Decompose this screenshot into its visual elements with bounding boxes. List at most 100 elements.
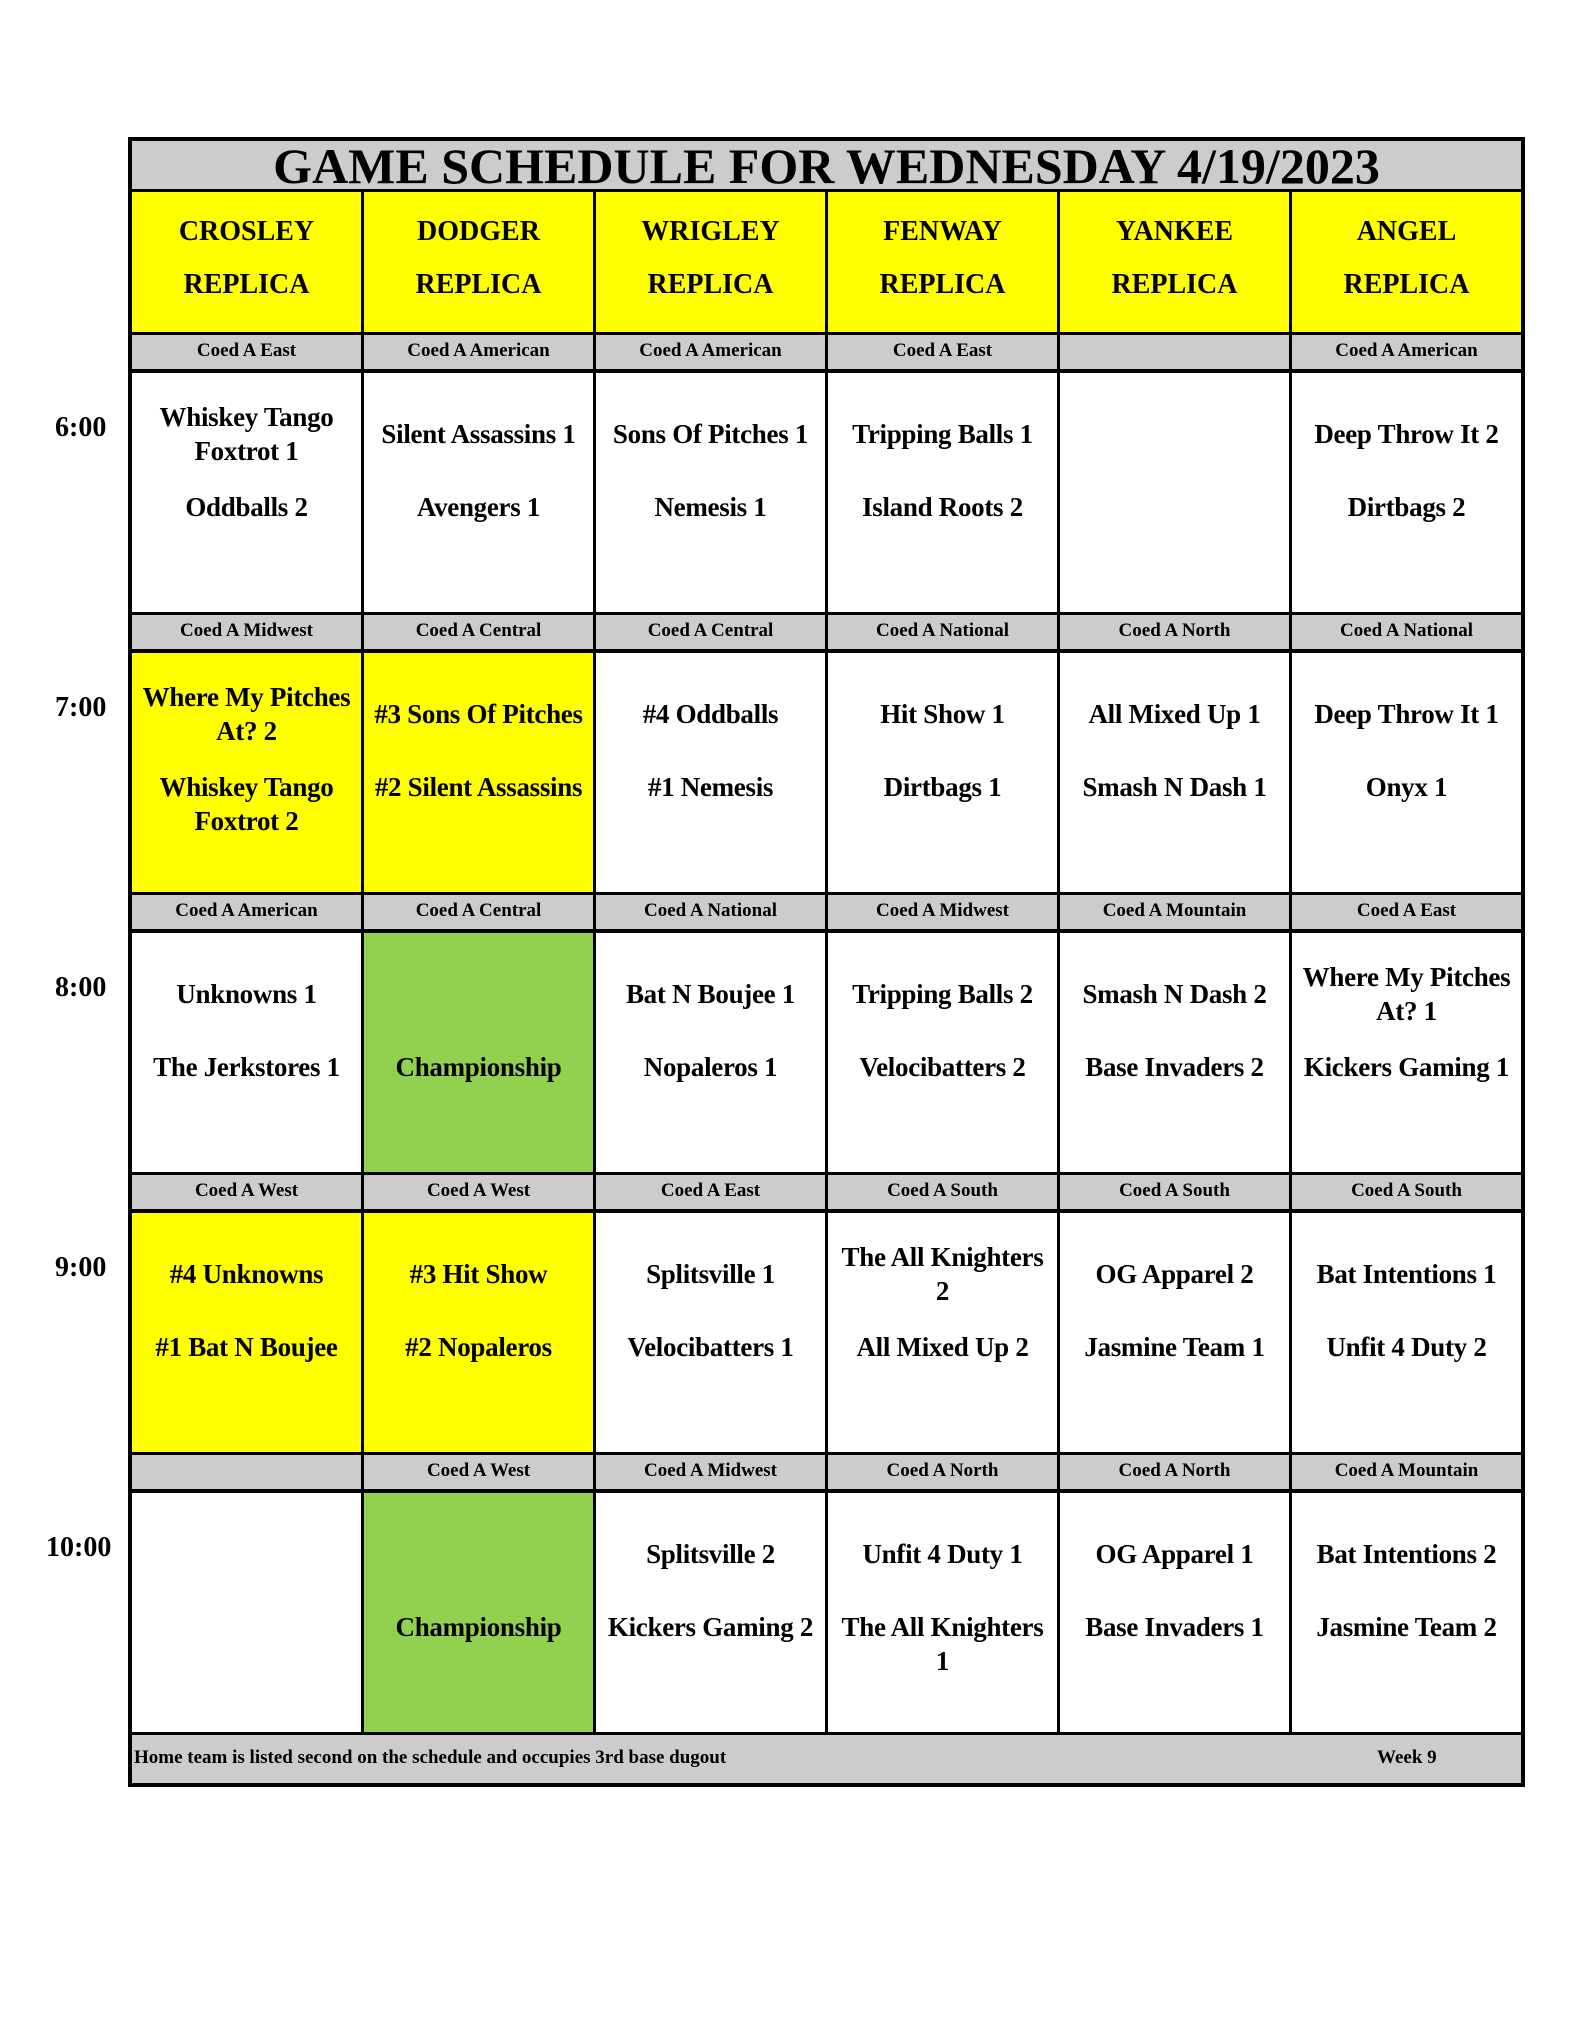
field-header-yankee: YANKEE REPLICA: [1060, 192, 1292, 332]
game-cell: Whiskey Tango Foxtrot 1 Oddballs 2: [132, 373, 364, 612]
division-label: Coed A North: [1060, 1455, 1292, 1489]
away-team: #3 Sons Of Pitches: [374, 699, 583, 729]
game-cell: All Mixed Up 1 Smash N Dash 1: [1060, 653, 1292, 892]
away-team: Deep Throw It 2: [1314, 419, 1499, 449]
division-label: Coed A South: [1292, 1175, 1521, 1209]
away-team: Splitsville 1: [646, 1259, 775, 1289]
away-team: Tripping Balls 1: [852, 419, 1033, 449]
home-team: Oddballs 2: [185, 492, 308, 522]
game-cell: [132, 1493, 364, 1732]
game-cell: Silent Assassins 1 Avengers 1: [364, 373, 596, 612]
division-row: Coed A Midwest Coed A Central Coed A Centr…: [132, 612, 1521, 653]
field-sub: REPLICA: [1343, 269, 1470, 300]
home-team: Dirtbags 2: [1347, 492, 1466, 522]
division-row: Coed A East Coed A American Coed A America…: [132, 332, 1521, 373]
division-label: Coed A Central: [596, 615, 828, 649]
away-team: Bat N Boujee 1: [625, 979, 796, 1009]
field-header-dodger: DODGER REPLICA: [364, 192, 596, 332]
home-team: Base Invaders 2: [1085, 1052, 1264, 1082]
division-label: Coed A West: [132, 1175, 364, 1209]
away-team: Bat Intentions 2: [1316, 1539, 1497, 1569]
field-name: YANKEE: [1115, 216, 1234, 247]
home-team: #1 Nemesis: [647, 772, 774, 802]
division-label: Coed A West: [364, 1455, 596, 1489]
field-sub: REPLICA: [1111, 269, 1238, 300]
home-team: Base Invaders 1: [1085, 1612, 1264, 1642]
home-team: Velocibatters 1: [627, 1332, 794, 1362]
game-cell: Bat Intentions 2 Jasmine Team 2: [1292, 1493, 1521, 1732]
field-sub: REPLICA: [183, 269, 310, 300]
game-cell: Bat N Boujee 1 Nopaleros 1: [596, 933, 828, 1172]
home-team: #2 Silent Assassins: [374, 772, 583, 802]
home-team: Onyx 1: [1365, 772, 1448, 802]
away-team: The All Knighters 2: [841, 1242, 1044, 1306]
away-team: Sons Of Pitches 1: [612, 419, 809, 449]
away-team: Where My Pitches At? 1: [1302, 962, 1511, 1026]
division-label: Coed A National: [828, 615, 1060, 649]
field-header-row: CROSLEY REPLICA DODGER REPLICA WRIGLEY REPLIC…: [132, 192, 1521, 332]
schedule-table: GAME SCHEDULE FOR WEDNESDAY 4/19/2023 CR…: [128, 137, 1525, 1787]
division-label: [1060, 335, 1292, 369]
game-row: #4 Unknowns #1 Bat N Boujee #3 Hit Show #2 …: [132, 1213, 1521, 1452]
game-cell: Where My Pitches At? 1 Kickers Gaming 1: [1292, 933, 1521, 1172]
home-team: #2 Nopaleros: [405, 1332, 552, 1362]
division-label: Coed A East: [828, 335, 1060, 369]
division-label: Coed A National: [596, 895, 828, 929]
division-label: Coed A South: [1060, 1175, 1292, 1209]
division-label: Coed A South: [828, 1175, 1060, 1209]
game-row: Whiskey Tango Foxtrot 1 Oddballs 2 Silent …: [132, 373, 1521, 612]
game-cell: #3 Hit Show #2 Nopaleros: [364, 1213, 596, 1452]
division-label: Coed A East: [596, 1175, 828, 1209]
home-team: Avengers 1: [416, 492, 541, 522]
division-label: Coed A American: [132, 895, 364, 929]
field-name: DODGER: [417, 216, 540, 247]
game-cell: Where My Pitches At? 2 Whiskey Tango Foxt…: [132, 653, 364, 892]
division-label: [132, 1455, 364, 1489]
field-sub: REPLICA: [415, 269, 542, 300]
away-team: Deep Throw It 1: [1314, 699, 1499, 729]
game-row: Championship Splitsville 2 Kickers Gaming …: [132, 1493, 1521, 1732]
field-sub: REPLICA: [879, 269, 1006, 300]
away-team: Whiskey Tango Foxtrot 1: [159, 402, 334, 466]
away-team: Unknowns 1: [176, 979, 317, 1009]
home-team: Nemesis 1: [654, 492, 767, 522]
home-team: Dirtbags 1: [883, 772, 1002, 802]
week-label: Week 9: [1377, 1747, 1437, 1768]
home-team: Kickers Gaming 2: [607, 1612, 814, 1642]
game-cell: [1060, 373, 1292, 612]
away-team: All Mixed Up 1: [1088, 699, 1261, 729]
field-header-crosley: CROSLEY REPLICA: [132, 192, 364, 332]
away-team: Smash N Dash 2: [1082, 979, 1267, 1009]
division-label: Coed A Central: [364, 895, 596, 929]
home-team: Kickers Gaming 1: [1303, 1052, 1510, 1082]
field-header-angel: ANGEL REPLICA: [1292, 192, 1521, 332]
game-cell: Splitsville 1 Velocibatters 1: [596, 1213, 828, 1452]
division-label: Coed A North: [1060, 615, 1292, 649]
away-team: Tripping Balls 2: [852, 979, 1033, 1009]
footer-note: Home team is listed second on the schedu…: [134, 1747, 727, 1768]
game-cell: The All Knighters 2 All Mixed Up 2: [828, 1213, 1060, 1452]
away-team: OG Apparel 2: [1095, 1259, 1254, 1289]
home-team: Jasmine Team 1: [1084, 1332, 1265, 1362]
time-label: 6:00: [55, 412, 107, 443]
division-label: Coed A West: [364, 1175, 596, 1209]
field-name: WRIGLEY: [641, 216, 780, 247]
home-team: All Mixed Up 2: [856, 1332, 1029, 1362]
division-label: Coed A North: [828, 1455, 1060, 1489]
home-team: Championship: [395, 1052, 562, 1082]
time-label: 8:00: [55, 972, 107, 1003]
division-label: Coed A Mountain: [1292, 1455, 1521, 1489]
game-cell: Tripping Balls 1 Island Roots 2: [828, 373, 1060, 612]
away-team: Where My Pitches At? 2: [142, 682, 351, 746]
time-label: 9:00: [55, 1252, 107, 1283]
field-name: FENWAY: [883, 216, 1002, 247]
game-cell: Hit Show 1 Dirtbags 1: [828, 653, 1060, 892]
away-team: #4 Oddballs: [642, 699, 779, 729]
division-label: Coed A Central: [364, 615, 596, 649]
away-team: Unfit 4 Duty 1: [862, 1539, 1023, 1569]
footer: Home team is listed second on the schedu…: [132, 1732, 1521, 1783]
field-name: ANGEL: [1356, 216, 1457, 247]
away-team: Silent Assassins 1: [381, 419, 576, 449]
game-cell: Championship: [364, 933, 596, 1172]
home-team: Smash N Dash 1: [1082, 772, 1267, 802]
